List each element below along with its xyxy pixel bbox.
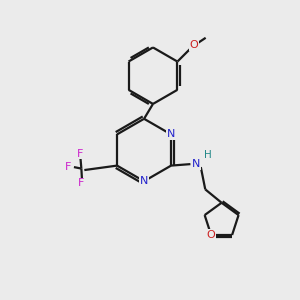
Text: N: N bbox=[192, 159, 200, 169]
Text: N: N bbox=[140, 176, 148, 186]
Text: F: F bbox=[65, 162, 71, 172]
Text: O: O bbox=[189, 40, 198, 50]
Text: O: O bbox=[207, 230, 215, 240]
Text: N: N bbox=[167, 129, 175, 140]
Text: H: H bbox=[204, 150, 212, 160]
Text: F: F bbox=[77, 149, 83, 159]
Text: F: F bbox=[78, 178, 85, 188]
